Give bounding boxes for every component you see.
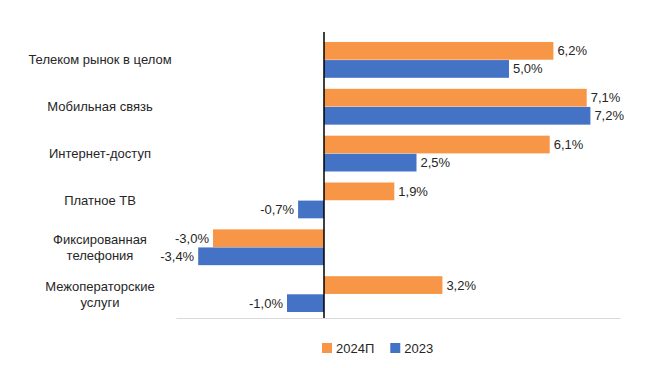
y-tick-label: Платное ТВ (64, 193, 136, 208)
legend-item: 2023 (390, 341, 433, 356)
y-tick-label: Фиксированнаятелефония (53, 232, 147, 263)
legend-swatch (390, 343, 400, 353)
data-labels: 6,2% 7,1% 6,1% 1,9% -3,0% 3,2% 5,0% 7,2% 2,5% -0,… (160, 43, 624, 310)
bar (298, 201, 324, 219)
zero-line (323, 32, 325, 318)
data-label: 7,2% (594, 108, 624, 123)
data-label: 6,2% (557, 43, 587, 58)
data-label: -3,4% (160, 249, 194, 264)
bar (324, 154, 417, 172)
legend-item: 2024П (322, 341, 374, 356)
data-label: 5,0% (513, 61, 543, 76)
data-label: 6,1% (554, 137, 584, 152)
bar (324, 276, 442, 294)
data-label: 3,2% (446, 278, 476, 293)
chart: Телеком рынок в целом Мобильная связь Инте… (0, 0, 650, 368)
bar (324, 136, 550, 154)
legend-label: 2024П (336, 341, 374, 356)
bar (213, 229, 324, 247)
y-tick-label: Интернет-доступ (49, 146, 151, 161)
x-axis (177, 318, 621, 320)
y-tick-label: Телеком рынок в целом (28, 52, 171, 67)
bars (198, 42, 590, 312)
legend-swatch (322, 343, 332, 353)
y-axis: Телеком рынок в целом Мобильная связь Инте… (28, 52, 171, 309)
bar (198, 247, 324, 265)
legend-label: 2023 (404, 341, 433, 356)
bar (324, 42, 553, 60)
data-label: 1,9% (398, 184, 428, 199)
y-tick-label: Межоператорскиеуслуги (45, 279, 154, 310)
bar (324, 60, 509, 78)
x-axis-line (177, 318, 621, 319)
bar (324, 107, 590, 125)
bar (324, 89, 587, 107)
data-label: 7,1% (591, 90, 621, 105)
data-label: -1,0% (249, 296, 283, 311)
legend: 2024П 2023 (322, 341, 433, 356)
data-label: 2,5% (421, 155, 451, 170)
bar (324, 183, 394, 201)
y-tick-label: Мобильная связь (47, 99, 153, 114)
bar (287, 294, 324, 312)
data-label: -0,7% (260, 202, 294, 217)
data-label: -3,0% (175, 231, 209, 246)
